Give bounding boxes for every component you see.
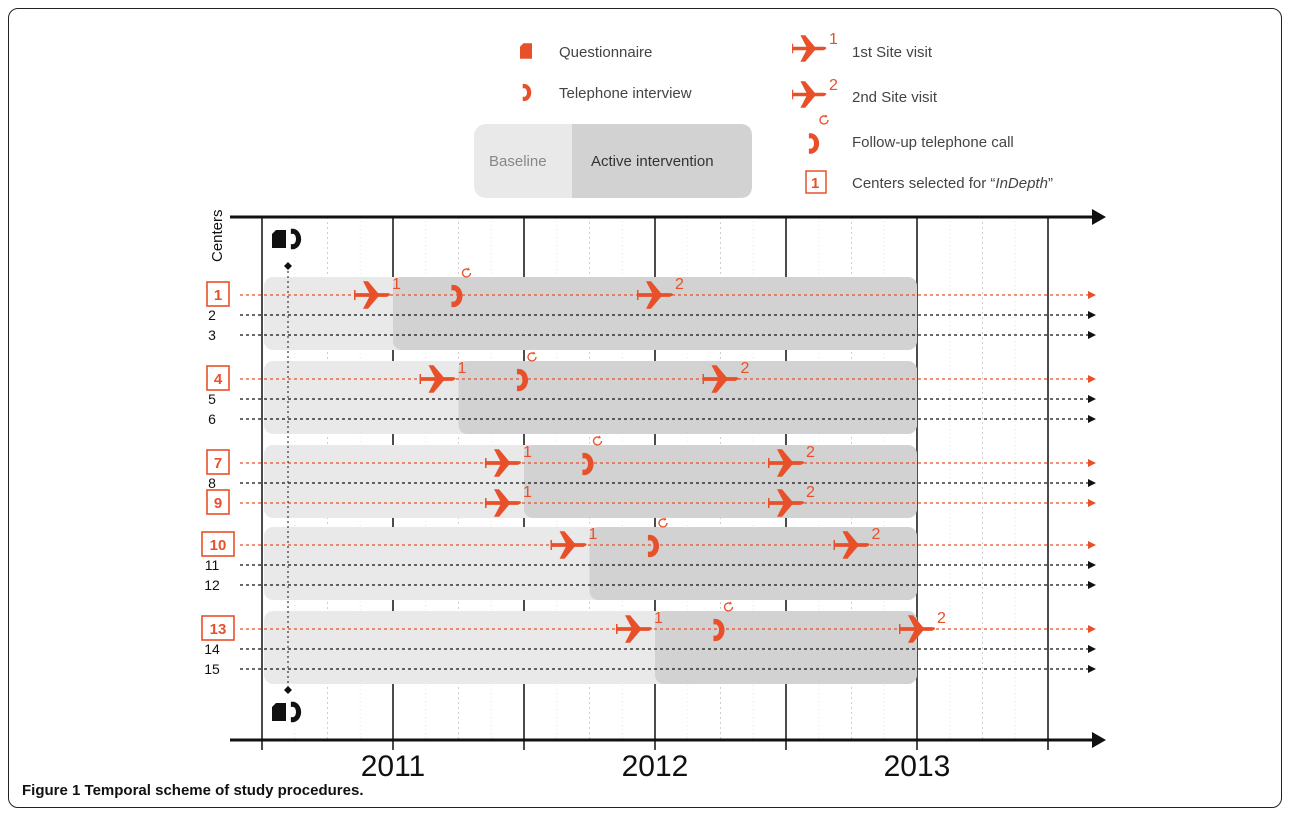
center-label: 11 — [205, 557, 220, 573]
center-row-arrow — [1088, 499, 1096, 507]
center-row-arrow — [1088, 459, 1096, 467]
center-row-arrow — [1088, 415, 1096, 423]
event-markers: 1 2 1 2 1 2 1 2 1 2 1 2 — [354, 267, 946, 643]
visit2-sup: 2 — [806, 484, 815, 501]
center-row-arrow — [1088, 665, 1096, 673]
center-label: 9 — [214, 495, 222, 512]
year-labels: 2011 2012 2013 — [361, 750, 951, 783]
axes: Centers — [209, 209, 1106, 748]
caption-text: Temporal scheme of study procedures. — [80, 782, 364, 799]
center-label: 5 — [208, 391, 216, 407]
indepth-center-box — [206, 365, 230, 391]
center-label: 15 — [204, 661, 220, 677]
legend-box-number: 1 — [811, 175, 819, 192]
start-diamond-bottom — [284, 686, 292, 694]
legend-first-site-visit: 1st Site visit — [852, 44, 933, 61]
center-label: 13 — [210, 621, 227, 638]
top-axis-arrow — [1092, 209, 1106, 225]
followup-call-icon — [808, 133, 820, 154]
center-label: 10 — [210, 537, 227, 554]
center-row-arrow — [1088, 331, 1096, 339]
legend-second-site-visit: 2nd Site visit — [852, 89, 938, 106]
visit2-sup: 2 — [741, 360, 750, 377]
center-row-arrow — [1088, 645, 1096, 653]
visit1-sup: 1 — [523, 484, 532, 501]
legend-intervention-swatch — [572, 124, 752, 198]
center-row-arrow — [1088, 311, 1096, 319]
questionnaire-icon — [520, 43, 532, 59]
legend-centers-selected: Centers selected for “InDepth” — [852, 175, 1053, 192]
site-visit-2-icon — [792, 81, 827, 108]
center-label: 7 — [214, 455, 222, 472]
visit1-sup: 1 — [523, 444, 532, 461]
visit2-sup: 2 — [675, 276, 684, 293]
end-telephone-icon — [290, 701, 302, 723]
center-row-arrow — [1088, 395, 1096, 403]
indepth-center-box — [201, 615, 235, 641]
start-marker — [272, 228, 302, 723]
legend: Questionnaire Telephone interview Baseli… — [474, 31, 1053, 198]
visit1-sup: 1 — [458, 360, 467, 377]
visit1-sup: 1 — [589, 526, 598, 543]
legend-visit1-sup: 1 — [829, 31, 838, 48]
figure-frame — [8, 8, 1282, 808]
indepth-center-box — [201, 531, 235, 557]
refresh-icon — [658, 517, 668, 528]
year-label: 2013 — [884, 750, 951, 783]
visit2-sup: 2 — [872, 526, 881, 543]
legend-active-intervention: Active intervention — [591, 153, 714, 170]
refresh-icon — [819, 114, 829, 125]
year-label: 2011 — [361, 750, 426, 783]
center-label: 1 — [214, 287, 222, 304]
center-row-arrow — [1088, 581, 1096, 589]
visit2-sup: 2 — [937, 610, 946, 627]
center-label: 2 — [208, 307, 216, 323]
center-label: 4 — [214, 371, 223, 388]
y-axis-label: Centers — [209, 209, 226, 262]
center-row-arrow — [1088, 291, 1096, 299]
center-label: 8 — [208, 475, 216, 491]
center-row-arrow — [1088, 541, 1096, 549]
caption-label: Figure 1 — [22, 782, 81, 799]
center-label: 6 — [208, 411, 216, 427]
center-row-arrow — [1088, 375, 1096, 383]
legend-telephone-interview: Telephone interview — [559, 85, 692, 102]
center-label: 3 — [208, 327, 216, 343]
figure-caption: Figure 1 Temporal scheme of study proced… — [22, 782, 364, 799]
intervention-band — [589, 527, 917, 600]
intervention-band — [655, 611, 917, 684]
center-row-arrow — [1088, 625, 1096, 633]
site-visit-1-icon — [792, 35, 827, 62]
indepth-center-box — [206, 449, 230, 475]
refresh-icon — [527, 351, 537, 362]
legend-visit2-sup: 2 — [829, 77, 838, 94]
visit1-sup: 1 — [392, 276, 401, 293]
visit1-sup: 1 — [654, 610, 663, 627]
start-questionnaire-icon — [272, 230, 286, 248]
legend-followup-call: Follow-up telephone call — [852, 134, 1014, 151]
intervention-band — [458, 361, 917, 434]
refresh-icon — [723, 601, 734, 612]
center-row-arrow — [1088, 561, 1096, 569]
legend-baseline: Baseline — [489, 153, 547, 170]
center-label: 14 — [204, 641, 220, 657]
end-questionnaire-icon — [272, 703, 286, 721]
center-row-arrow — [1088, 479, 1096, 487]
start-telephone-icon — [290, 228, 302, 250]
legend-questionnaire: Questionnaire — [559, 44, 652, 61]
indepth-center-box — [206, 281, 230, 307]
refresh-icon — [461, 267, 472, 278]
year-label: 2012 — [622, 750, 689, 783]
start-diamond-top — [284, 262, 292, 270]
bottom-axis-arrow — [1092, 732, 1106, 748]
visit2-sup: 2 — [806, 444, 815, 461]
center-label: 12 — [204, 577, 220, 593]
refresh-icon — [592, 435, 603, 446]
telephone-interview-icon — [522, 83, 532, 102]
center-group-bands — [264, 277, 917, 684]
indepth-center-box — [206, 489, 230, 515]
indepth-box-icon — [805, 170, 827, 194]
